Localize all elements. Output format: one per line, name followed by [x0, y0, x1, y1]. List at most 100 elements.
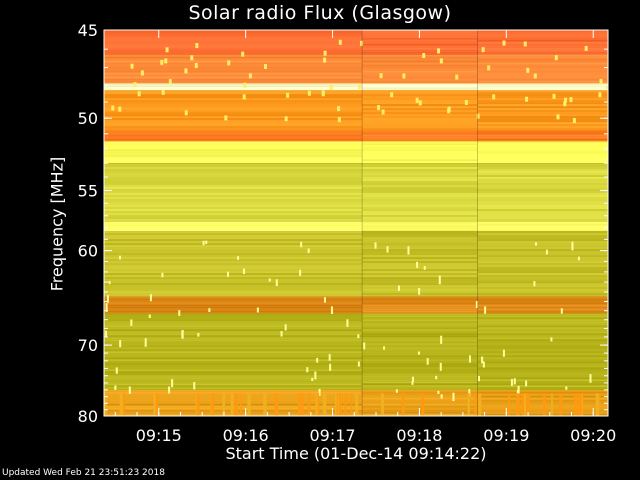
spectrum-texture — [104, 219, 363, 221]
spectrum-texture — [104, 339, 363, 342]
spectrum-texture — [477, 195, 608, 197]
spectrum-texture — [362, 136, 478, 139]
burst-streak — [122, 393, 125, 416]
spectrum-texture — [104, 122, 363, 124]
spectrum-texture — [104, 134, 363, 137]
burst-speck — [299, 269, 302, 276]
spectrum-texture — [477, 197, 608, 199]
spectrum-texture — [477, 255, 608, 257]
spectrum-texture — [362, 377, 478, 380]
spectrum-texture — [362, 189, 478, 191]
burst-speck — [533, 73, 537, 79]
spectrum-texture — [477, 403, 608, 406]
spectrum-texture — [477, 361, 608, 364]
burst-streak — [264, 393, 267, 416]
spectrum-texture — [362, 130, 478, 133]
spectrum-texture — [362, 58, 478, 61]
spectrum-texture — [362, 231, 478, 233]
spectrum-texture — [477, 287, 608, 289]
spectrum-texture — [362, 241, 478, 243]
spectrum-texture — [362, 261, 478, 263]
spectrum-texture — [362, 185, 478, 187]
burst-speck — [439, 58, 443, 64]
spectrum-texture — [362, 217, 478, 219]
spectrum-texture — [477, 92, 608, 94]
spectrum-texture — [362, 302, 478, 305]
burst-speck — [243, 82, 247, 88]
spectrum-texture — [362, 403, 478, 406]
spectrum-texture — [477, 110, 608, 112]
spectrum-texture — [104, 327, 363, 330]
spectrum-texture — [104, 94, 363, 96]
spectrum-texture — [362, 306, 478, 309]
spectrum-texture — [362, 381, 478, 384]
spectrum-texture — [362, 149, 478, 151]
burst-speck — [395, 389, 398, 393]
burst-speck — [437, 390, 440, 394]
spectrum-texture — [362, 167, 478, 169]
spectrum-texture — [362, 345, 478, 348]
spectrum-texture — [362, 251, 478, 253]
spectrum-texture — [362, 391, 478, 394]
spectrum-texture — [104, 183, 363, 185]
spectrum-texture — [477, 138, 608, 141]
burst-streak — [307, 393, 311, 416]
burst-speck — [402, 73, 406, 79]
burst-streak — [551, 393, 553, 416]
burst-speck — [589, 374, 592, 383]
spectrum-texture — [362, 401, 478, 404]
spectrum-texture — [362, 295, 478, 297]
spectrum-texture — [477, 64, 608, 67]
burst-streak — [155, 393, 159, 416]
burst-speck — [468, 389, 471, 397]
spectrum-texture — [362, 159, 478, 161]
burst-speck — [149, 294, 152, 302]
burst-speck — [242, 268, 245, 275]
spectrum-texture — [477, 365, 608, 368]
burst-speck — [328, 354, 331, 361]
burst-speck — [565, 386, 568, 390]
spectrum-texture — [362, 141, 478, 143]
spectrum-texture — [477, 277, 608, 279]
spectrum-texture — [362, 279, 478, 281]
spectrum-texture — [104, 189, 363, 191]
burst-speck — [161, 89, 165, 95]
spectrum-texture — [477, 94, 608, 96]
spectrum-texture — [362, 181, 478, 183]
spectrum-texture — [362, 143, 478, 145]
burst-streak — [338, 393, 342, 416]
burst-speck — [464, 99, 468, 105]
y-tick-label: 80 — [78, 407, 98, 426]
burst-streak — [153, 393, 157, 416]
spectrum-texture — [477, 213, 608, 215]
spectrum-texture — [477, 60, 608, 63]
burst-streak — [421, 393, 425, 416]
spectrum-texture — [362, 126, 478, 128]
spectrum-texture — [104, 275, 363, 277]
spectrum-texture — [362, 359, 478, 362]
spectrum-texture — [104, 80, 363, 83]
burst-streak — [104, 393, 107, 416]
burst-speck — [447, 108, 451, 114]
spectrum-texture — [104, 227, 363, 230]
spectrum-texture — [104, 207, 363, 209]
spectrum-texture — [104, 83, 363, 86]
spectrum-texture — [477, 298, 608, 301]
updated-timestamp: Updated Wed Feb 21 23:51:23 2018 — [2, 468, 165, 478]
spectrum-texture — [362, 325, 478, 328]
spectrum-texture — [477, 341, 608, 344]
y-tick-label: 50 — [78, 109, 98, 128]
spectrum-texture — [104, 169, 363, 171]
spectrum-texture — [362, 267, 478, 269]
spectrum-texture — [104, 165, 363, 167]
spectrum-texture — [104, 78, 363, 81]
spectrum-texture — [477, 42, 608, 44]
spectrum-texture — [362, 375, 478, 378]
burst-streak — [334, 393, 337, 416]
burst-speck — [569, 97, 573, 103]
burst-speck — [323, 57, 327, 63]
burst-streak — [559, 393, 563, 416]
spectrum-texture — [477, 175, 608, 177]
spectrum-texture — [477, 171, 608, 173]
burst-speck — [383, 346, 386, 350]
